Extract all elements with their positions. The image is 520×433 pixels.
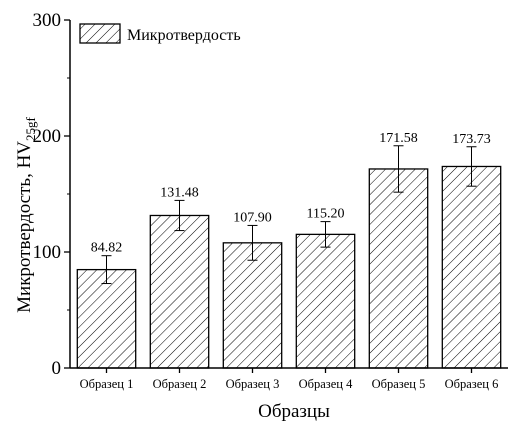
x-tick-label: Образец 3: [226, 377, 280, 391]
bars: [76, 145, 502, 369]
x-tick-label: Образец 4: [299, 377, 353, 391]
bar: [222, 242, 283, 369]
y-tick-label: 100: [33, 242, 62, 263]
y-tick-label: 200: [33, 126, 62, 147]
y-tick-label: 0: [52, 358, 62, 379]
bar: [76, 268, 137, 369]
x-tick-label: Образец 5: [372, 377, 426, 391]
y-axis-title: Микротвердость, HV25gf: [14, 116, 38, 312]
data-label: 84.82: [91, 241, 123, 256]
axes: 0 100 200 300 Образец 1 Образец 2 Образец 3 Обр…: [33, 10, 508, 391]
bar: [149, 214, 210, 369]
data-labels: 84.82 131.48 107.90 115.20 171.58 173.73: [91, 131, 491, 256]
legend: Микротвердость: [79, 23, 241, 44]
data-label: 173.73: [452, 132, 491, 147]
data-label: 115.20: [307, 207, 345, 222]
legend-swatch: [79, 23, 121, 44]
bar: [368, 168, 429, 369]
y-tick-label: 300: [33, 10, 62, 31]
data-label: 107.90: [233, 210, 272, 225]
bar: [295, 233, 356, 369]
y-axis-title-subscript: 25gf: [23, 116, 38, 141]
x-tick-label: Образец 2: [153, 377, 207, 391]
data-label: 131.48: [160, 185, 199, 200]
x-tick-label: Образец 1: [80, 377, 134, 391]
y-axis-title-main: Микротвердость, HV: [14, 141, 35, 313]
bar: [441, 165, 502, 369]
legend-label: Микротвердость: [127, 27, 241, 44]
x-tick-label: Образец 6: [445, 377, 499, 391]
x-axis-title: Образцы: [258, 401, 330, 422]
data-label: 171.58: [379, 131, 418, 146]
